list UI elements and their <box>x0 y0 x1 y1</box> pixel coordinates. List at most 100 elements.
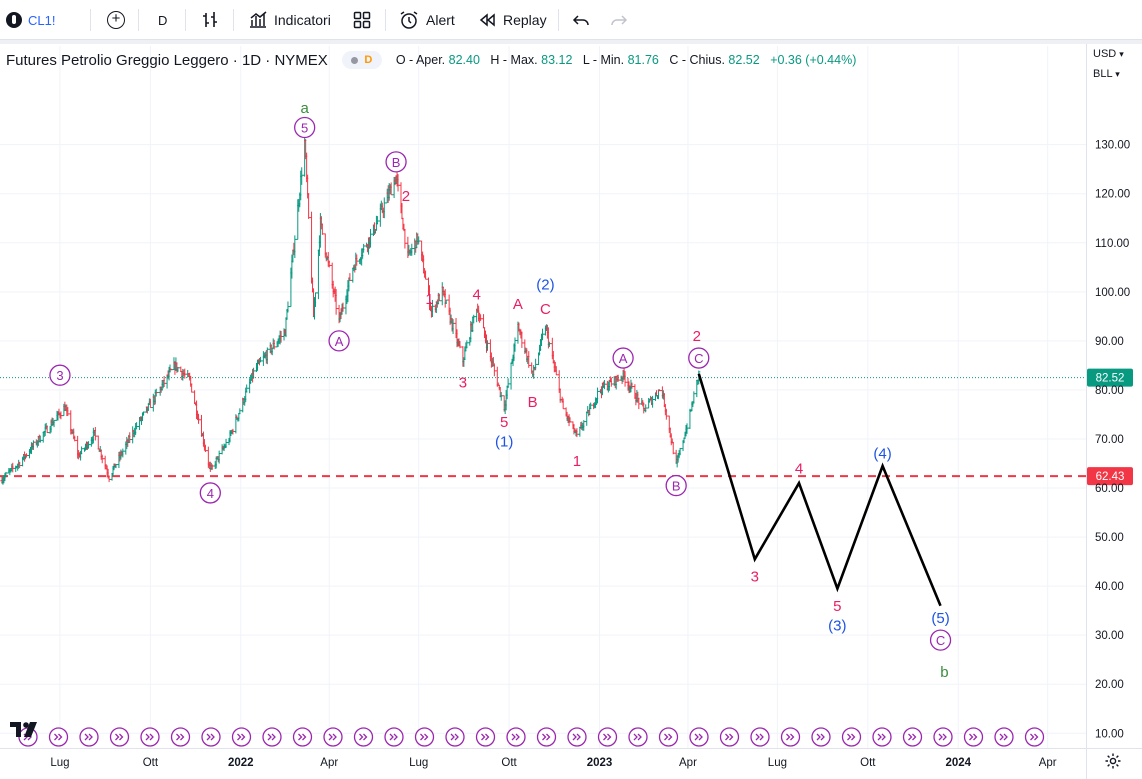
x-tick-label: Ott <box>860 757 876 769</box>
y-tick-label: 20.00 <box>1095 679 1124 691</box>
ohlc-bar <box>534 358 538 371</box>
support-line-group: 62.43 <box>0 467 1133 486</box>
ohlc-bar <box>547 341 551 347</box>
event-icon <box>79 727 99 747</box>
toolbar-divider <box>233 9 234 31</box>
ohlc-bar <box>272 339 276 350</box>
unit-selector[interactable]: BLL ▾ <box>1093 68 1120 80</box>
event-icon <box>475 727 496 747</box>
ohlc-bar <box>671 441 675 455</box>
event-icon <box>780 727 801 747</box>
wave-label: B <box>385 151 407 173</box>
ohlc-bar <box>499 391 503 401</box>
ohlc-bar <box>320 223 324 235</box>
event-icon-arrows <box>725 733 734 741</box>
delayed-data-letter: D <box>364 54 373 66</box>
price-chart[interactable]: 62.43 82.52 3 4 5 a A B 2 1 4 3 5 (1) A B (2) C 1 A B 2 C 3 4 5… <box>0 44 1142 779</box>
currency-selector[interactable]: USD ▾ <box>1093 48 1124 60</box>
y-tick-label: 30.00 <box>1095 630 1124 642</box>
event-icon <box>902 727 923 747</box>
ohlc-bar <box>685 423 689 434</box>
compare-symbol-button[interactable]: + <box>107 0 125 40</box>
wave-label-text: A <box>513 296 523 313</box>
event-icon-arrows <box>694 733 703 741</box>
ohlc-bar <box>527 351 531 368</box>
event-icon-arrows <box>206 733 215 741</box>
event-icon <box>994 727 1014 747</box>
x-tick-label: Apr <box>679 757 697 769</box>
wave-label: C <box>688 347 710 369</box>
wave-label: (2) <box>536 276 554 293</box>
x-tick-label: Apr <box>320 757 338 769</box>
event-icon-circle <box>963 727 984 747</box>
ohlc-bar <box>210 464 214 470</box>
gear-icon[interactable] <box>1104 752 1122 770</box>
undo-button[interactable] <box>571 0 591 40</box>
ohlc-bar <box>100 454 104 464</box>
support-price-tag <box>1087 467 1133 486</box>
event-icon-circle <box>323 727 343 747</box>
event-icon-arrows <box>511 733 520 741</box>
event-icon-circle <box>109 727 130 747</box>
event-icon-arrows <box>755 733 764 741</box>
wave-label-text: A <box>619 351 628 366</box>
event-icon-circle <box>567 727 587 747</box>
close-value: 82.52 <box>728 53 760 67</box>
tradingview-logo-icon[interactable] <box>10 719 40 739</box>
event-icon-circle <box>292 727 313 747</box>
data-status-badge[interactable]: D <box>341 51 382 69</box>
event-icon-arrows <box>969 733 978 741</box>
interval-label: D <box>158 12 168 28</box>
ohlc-bar <box>224 438 228 448</box>
event-icon-circle <box>902 727 923 747</box>
y-tick-label: 80.00 <box>1095 385 1124 397</box>
wave-label: a <box>300 100 309 117</box>
wave-label: 4 <box>795 460 803 477</box>
event-icon <box>536 727 557 747</box>
event-icon <box>841 727 862 747</box>
event-icon-arrows <box>481 733 490 741</box>
replay-button[interactable]: Replay <box>477 0 547 40</box>
x-tick-label: 2022 <box>228 757 254 769</box>
event-icon <box>170 727 191 747</box>
symbol-search-button[interactable]: CL1! <box>6 0 55 40</box>
wave-label-circle <box>294 116 316 139</box>
event-icon <box>658 727 679 747</box>
ohlc-bar <box>258 356 263 363</box>
event-icon-circle <box>231 727 252 747</box>
symbol-title[interactable]: Futures Petrolio Greggio Leggero · 1D · … <box>6 51 328 69</box>
event-icon-circle <box>353 727 374 747</box>
event-icon-arrows <box>603 733 612 741</box>
ohlc-bar <box>478 314 483 321</box>
chart-type-button[interactable] <box>200 0 220 40</box>
event-icon <box>445 727 465 747</box>
alert-button[interactable]: Alert <box>398 0 455 40</box>
event-icon-arrows <box>938 733 947 741</box>
wave-label: 3 <box>459 375 467 392</box>
wave-label: C <box>540 301 551 318</box>
event-icon-circle <box>994 727 1014 747</box>
indicators-button[interactable]: Indicatori <box>248 0 331 40</box>
event-icon <box>719 727 740 747</box>
redo-button[interactable] <box>609 0 629 40</box>
event-icon <box>262 727 282 747</box>
wave-labels: 3 4 5 a A B 2 1 4 3 5 (1) A B (2) C 1 A B 2 C 3 4 5 (3) (4) (5) Cb <box>49 100 952 681</box>
wave-label-text: 1 <box>573 453 581 470</box>
layouts-button[interactable] <box>352 0 372 40</box>
interval-button[interactable]: D <box>158 0 167 40</box>
ohlc-bar <box>595 387 600 404</box>
wave-label-text: 4 <box>472 286 480 303</box>
y-tick-label: 10.00 <box>1095 728 1124 740</box>
ohlc-bar <box>245 384 249 393</box>
high-value: 83.12 <box>541 53 573 67</box>
ohlc-bar <box>678 447 682 456</box>
event-icon-circle <box>933 727 953 747</box>
ohlc-bar <box>575 428 579 438</box>
event-icon <box>48 727 69 747</box>
unit-label: BLL <box>1093 68 1113 80</box>
ohlc-bar <box>59 411 63 420</box>
ohlc-bar <box>609 377 613 387</box>
event-icon <box>109 727 130 747</box>
projection-path-group <box>697 373 942 607</box>
event-icon-arrows <box>664 733 673 741</box>
